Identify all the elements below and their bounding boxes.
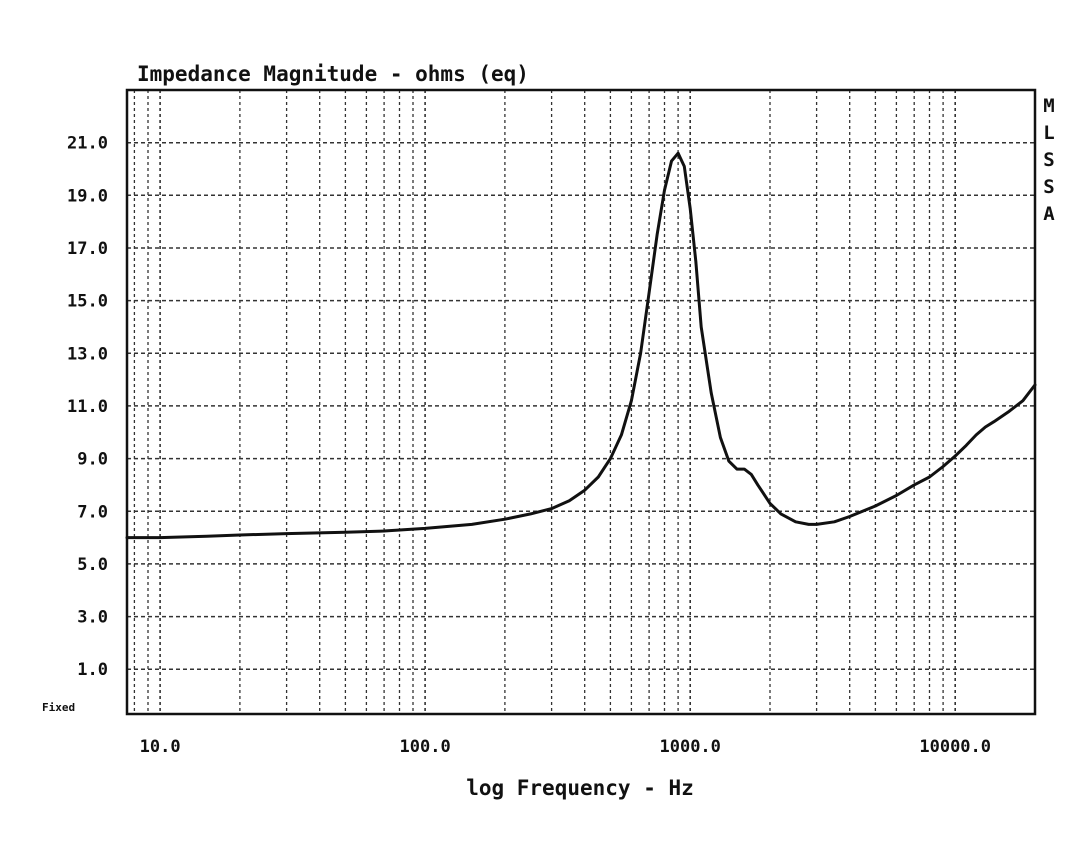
y-tick-label: 7.0 [77,502,108,522]
tick-labels: 1.0 3.0 5.0 7.0 9.0 11.0 13.0 15.0 17.0 19.0 21.0 1… [67,134,991,757]
y-tick-label: 9.0 [77,450,108,470]
chart-title: Impedance Magnitude - ohms (eq) [137,62,529,86]
side-letter: S [1043,149,1054,171]
plot-frame [125,88,1037,716]
side-letter: M [1043,95,1054,117]
y-tick-label: 13.0 [67,344,108,364]
side-letter: A [1043,203,1055,225]
y-tick-label: 3.0 [77,608,108,628]
fixed-label: Fixed [42,701,75,714]
series-layer [125,151,1037,540]
y-tick-label: 19.0 [67,186,108,206]
x-tick-label: 1000.0 [659,737,720,757]
side-letter: S [1043,176,1054,198]
y-tick-label: 1.0 [77,660,108,680]
x-axis-label: log Frequency - Hz [466,776,694,800]
series-line-0 [125,151,1037,540]
y-tick-label: 17.0 [67,239,108,259]
y-tick-label: 5.0 [77,555,108,575]
y-tick-label: 15.0 [67,292,108,312]
side-letter: L [1043,122,1054,144]
y-tick-label: 21.0 [67,134,108,154]
x-tick-label: 100.0 [400,737,451,757]
x-tick-label: 10000.0 [919,737,991,757]
y-tick-label: 11.0 [67,397,108,417]
x-tick-label: 10.0 [140,737,181,757]
